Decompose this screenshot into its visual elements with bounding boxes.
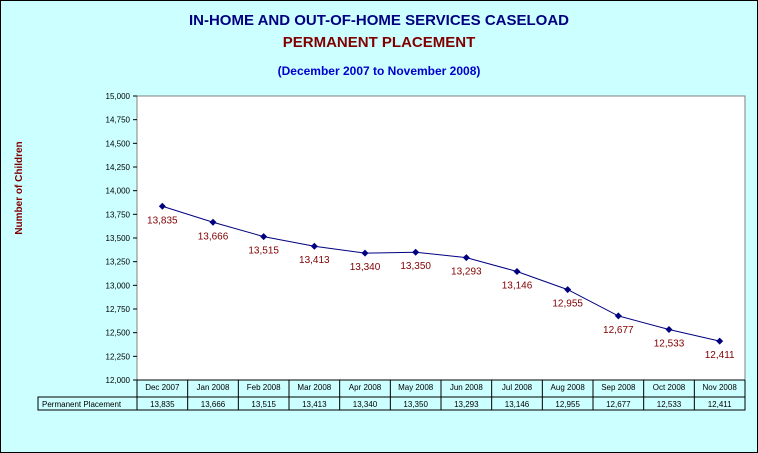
data-point xyxy=(412,248,420,256)
data-table-value: 12,677 xyxy=(606,400,631,409)
y-tick-label: 13,750 xyxy=(106,210,131,219)
data-point xyxy=(158,202,166,210)
data-label: 12,955 xyxy=(552,299,583,310)
y-tick-label: 13,000 xyxy=(106,281,131,290)
y-tick-label: 14,500 xyxy=(106,139,131,148)
y-tick-label: 14,250 xyxy=(106,163,131,172)
data-label: 13,340 xyxy=(350,262,381,273)
data-label: 13,146 xyxy=(502,281,533,292)
y-tick-label: 12,250 xyxy=(106,352,131,361)
data-point xyxy=(361,249,369,257)
data-table-value: 13,340 xyxy=(353,400,378,409)
y-tick-label: 12,000 xyxy=(106,376,131,385)
x-tick-label: May 2008 xyxy=(398,383,434,392)
data-point xyxy=(716,337,724,345)
data-table-value: 13,350 xyxy=(403,400,428,409)
x-tick-label: Nov 2008 xyxy=(703,383,738,392)
x-tick-label: Aug 2008 xyxy=(551,383,586,392)
series-line xyxy=(162,205,720,342)
data-label: 12,533 xyxy=(654,339,685,350)
x-tick-label: Jul 2008 xyxy=(502,383,533,392)
data-table-value: 13,146 xyxy=(505,400,530,409)
data-label: 13,666 xyxy=(198,231,229,242)
data-table-border xyxy=(37,396,746,411)
x-tick-label: Feb 2008 xyxy=(247,383,281,392)
data-point xyxy=(310,242,318,250)
data-table-value: 13,835 xyxy=(150,400,175,409)
data-point xyxy=(564,286,572,294)
data-table-series-name: Permanent Placement xyxy=(42,400,122,409)
data-table-value: 12,411 xyxy=(708,400,732,409)
data-point xyxy=(665,326,673,334)
x-tick-label: Mar 2008 xyxy=(297,383,331,392)
x-tick-label: Oct 2008 xyxy=(653,383,686,392)
data-label: 13,293 xyxy=(451,267,482,278)
chart-subtitle: PERMANENT PLACEMENT xyxy=(282,34,476,51)
data-table-value: 13,413 xyxy=(302,400,327,409)
x-tick-label: Jun 2008 xyxy=(450,383,483,392)
data-label: 13,515 xyxy=(248,246,279,257)
data-label: 13,350 xyxy=(400,261,431,272)
data-point xyxy=(462,254,470,262)
chart-date-range: (December 2007 to November 2008) xyxy=(277,64,481,78)
data-point xyxy=(614,312,622,320)
data-point xyxy=(209,218,217,226)
chart-title: IN-HOME AND OUT-OF-HOME SERVICES CASELOA… xyxy=(188,12,570,29)
data-table-value: 13,666 xyxy=(201,400,226,409)
x-tick-label: Apr 2008 xyxy=(349,383,382,392)
data-table-value: 13,515 xyxy=(251,400,276,409)
data-table-value: 12,533 xyxy=(657,400,682,409)
y-tick-label: 12,500 xyxy=(106,329,131,338)
data-table-value: 13,293 xyxy=(454,400,479,409)
data-label: 12,411 xyxy=(705,350,735,361)
x-tick-label: Sep 2008 xyxy=(601,383,636,392)
y-tick-label: 14,000 xyxy=(106,187,131,196)
data-point xyxy=(260,233,268,241)
data-table-value: 12,955 xyxy=(555,400,580,409)
y-tick-label: 15,000 xyxy=(106,92,131,101)
data-label: 13,835 xyxy=(147,215,178,226)
x-tick-label: Dec 2007 xyxy=(145,383,180,392)
y-tick-label: 13,250 xyxy=(106,258,131,267)
data-label: 13,413 xyxy=(299,255,330,266)
y-tick-label: 14,750 xyxy=(106,116,131,125)
y-tick-label: 13,500 xyxy=(106,234,131,243)
x-tick-label: Jan 2008 xyxy=(197,383,230,392)
data-point xyxy=(513,268,521,276)
data-label: 12,677 xyxy=(603,325,634,336)
y-tick-label: 12,750 xyxy=(106,305,131,314)
